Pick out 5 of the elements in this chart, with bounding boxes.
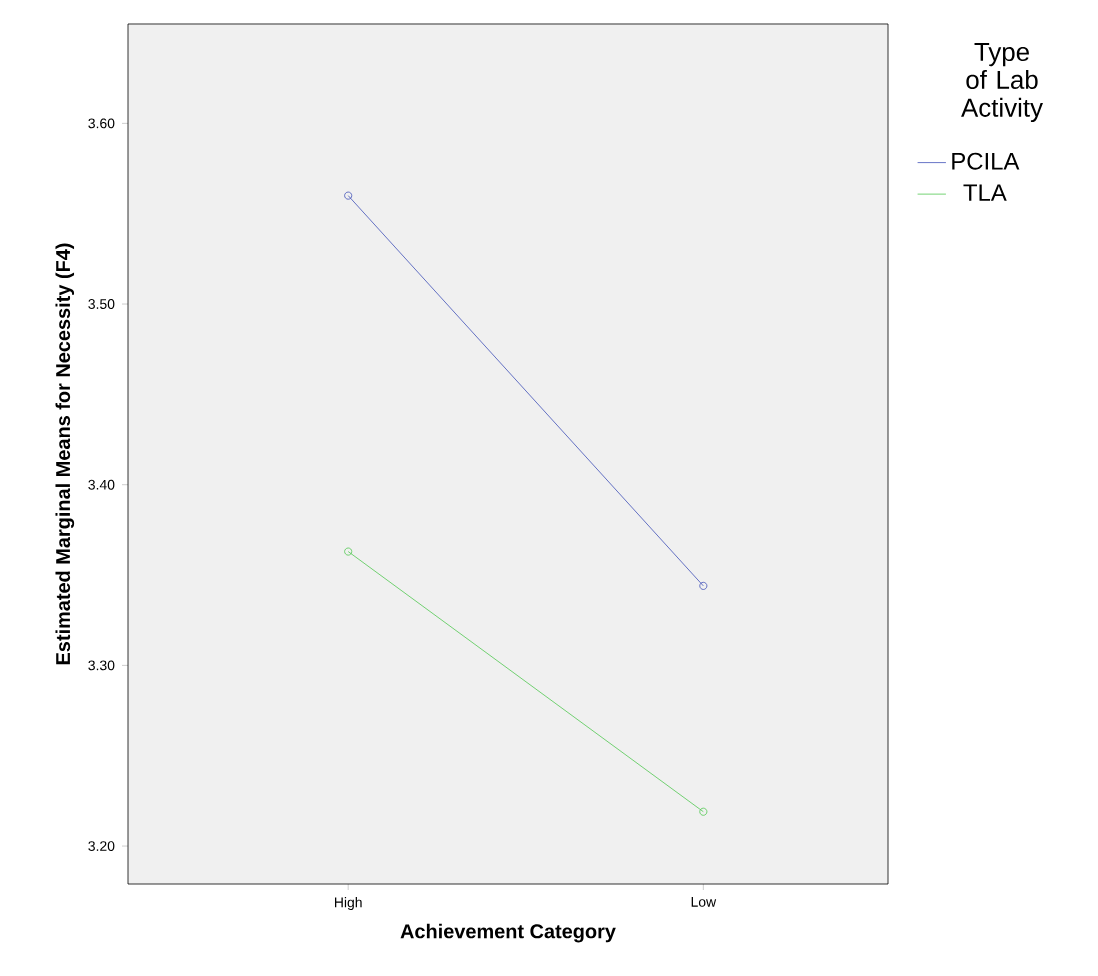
legend-title: Type of Lab Activity [961, 43, 1043, 123]
y-axis-title: Estimated Marginal Means for Necessity (F4) [55, 243, 75, 665]
x-axis-title: Achievement Category [400, 923, 616, 943]
legend-label: PCILA [952, 152, 1020, 170]
legend-label: TLA [963, 184, 1007, 201]
